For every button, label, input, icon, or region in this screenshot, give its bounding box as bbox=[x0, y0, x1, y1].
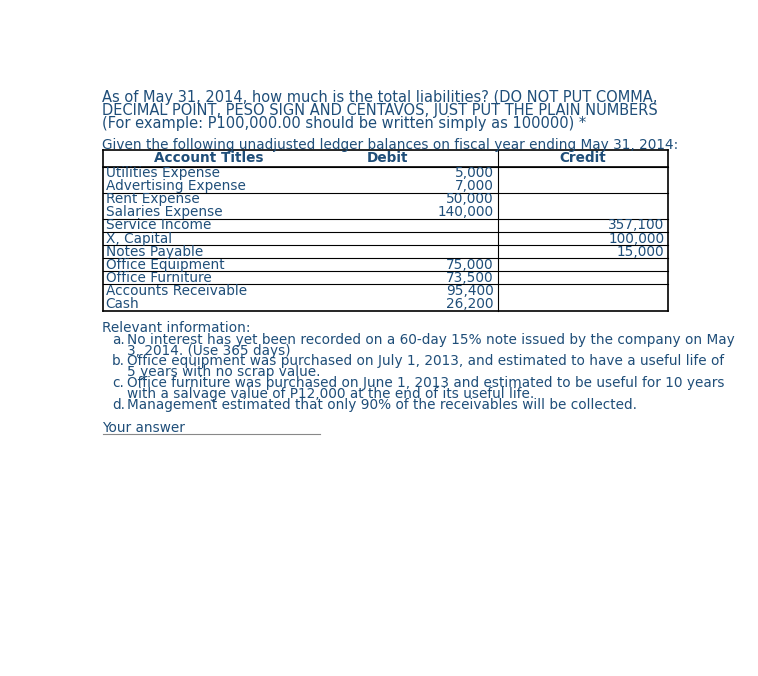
Text: Relevant information:: Relevant information: bbox=[102, 321, 251, 335]
Text: b.: b. bbox=[111, 354, 125, 368]
Text: 5,000: 5,000 bbox=[455, 166, 494, 180]
Text: c.: c. bbox=[111, 376, 124, 390]
Text: Office equipment was purchased on July 1, 2013, and estimated to have a useful l: Office equipment was purchased on July 1… bbox=[127, 354, 725, 368]
Text: Notes Payable: Notes Payable bbox=[105, 245, 203, 259]
Text: (For example: P100,000.00 should be written simply as 100000) *: (For example: P100,000.00 should be writ… bbox=[102, 116, 587, 130]
Text: No interest has yet been recorded on a 60-day 15% note issued by the company on : No interest has yet been recorded on a 6… bbox=[127, 333, 735, 347]
Text: Rent Expense: Rent Expense bbox=[105, 192, 199, 206]
Text: 75,000: 75,000 bbox=[446, 258, 494, 272]
Text: with a salvage value of P12,000 at the end of its useful life.: with a salvage value of P12,000 at the e… bbox=[127, 387, 534, 401]
Text: 357,100: 357,100 bbox=[608, 218, 664, 233]
Text: 50,000: 50,000 bbox=[446, 192, 494, 206]
Text: Salaries Expense: Salaries Expense bbox=[105, 206, 222, 220]
Text: As of May 31, 2014, how much is the total liabilities? (DO NOT PUT COMMA,: As of May 31, 2014, how much is the tota… bbox=[102, 90, 658, 105]
Text: DECIMAL POINT, PESO SIGN AND CENTAVOS, JUST PUT THE PLAIN NUMBERS: DECIMAL POINT, PESO SIGN AND CENTAVOS, J… bbox=[102, 103, 658, 118]
Text: Service Income: Service Income bbox=[105, 218, 211, 233]
Text: Your answer: Your answer bbox=[102, 420, 186, 435]
Text: 140,000: 140,000 bbox=[438, 206, 494, 220]
Text: X, Capital: X, Capital bbox=[105, 232, 172, 245]
Text: Office furniture was purchased on June 1, 2013 and estimated to be useful for 10: Office furniture was purchased on June 1… bbox=[127, 376, 725, 390]
Text: 73,500: 73,500 bbox=[446, 271, 494, 285]
Text: Credit: Credit bbox=[559, 151, 606, 165]
Text: 100,000: 100,000 bbox=[608, 232, 664, 245]
Text: 15,000: 15,000 bbox=[617, 245, 664, 259]
Text: Management estimated that only 90% of the receivables will be collected.: Management estimated that only 90% of th… bbox=[127, 397, 637, 412]
Text: Office Furniture: Office Furniture bbox=[105, 271, 211, 285]
Text: 7,000: 7,000 bbox=[455, 179, 494, 193]
Text: 3, 2014. (Use 365 days): 3, 2014. (Use 365 days) bbox=[127, 343, 291, 358]
Text: Cash: Cash bbox=[105, 297, 139, 311]
Text: Office Equipment: Office Equipment bbox=[105, 258, 224, 272]
Text: 5 years with no scrap value.: 5 years with no scrap value. bbox=[127, 365, 321, 379]
Text: Advertising Expense: Advertising Expense bbox=[105, 179, 246, 193]
Text: Accounts Receivable: Accounts Receivable bbox=[105, 284, 246, 298]
Text: 26,200: 26,200 bbox=[446, 297, 494, 311]
Text: Debit: Debit bbox=[366, 151, 408, 165]
Text: d.: d. bbox=[111, 397, 125, 412]
Text: Given the following unadjusted ledger balances on fiscal year ending May 31, 201: Given the following unadjusted ledger ba… bbox=[102, 138, 678, 152]
Text: a.: a. bbox=[111, 333, 124, 347]
Text: Utilities Expense: Utilities Expense bbox=[105, 166, 220, 180]
Text: 95,400: 95,400 bbox=[446, 284, 494, 298]
Text: Account Titles: Account Titles bbox=[155, 151, 264, 165]
